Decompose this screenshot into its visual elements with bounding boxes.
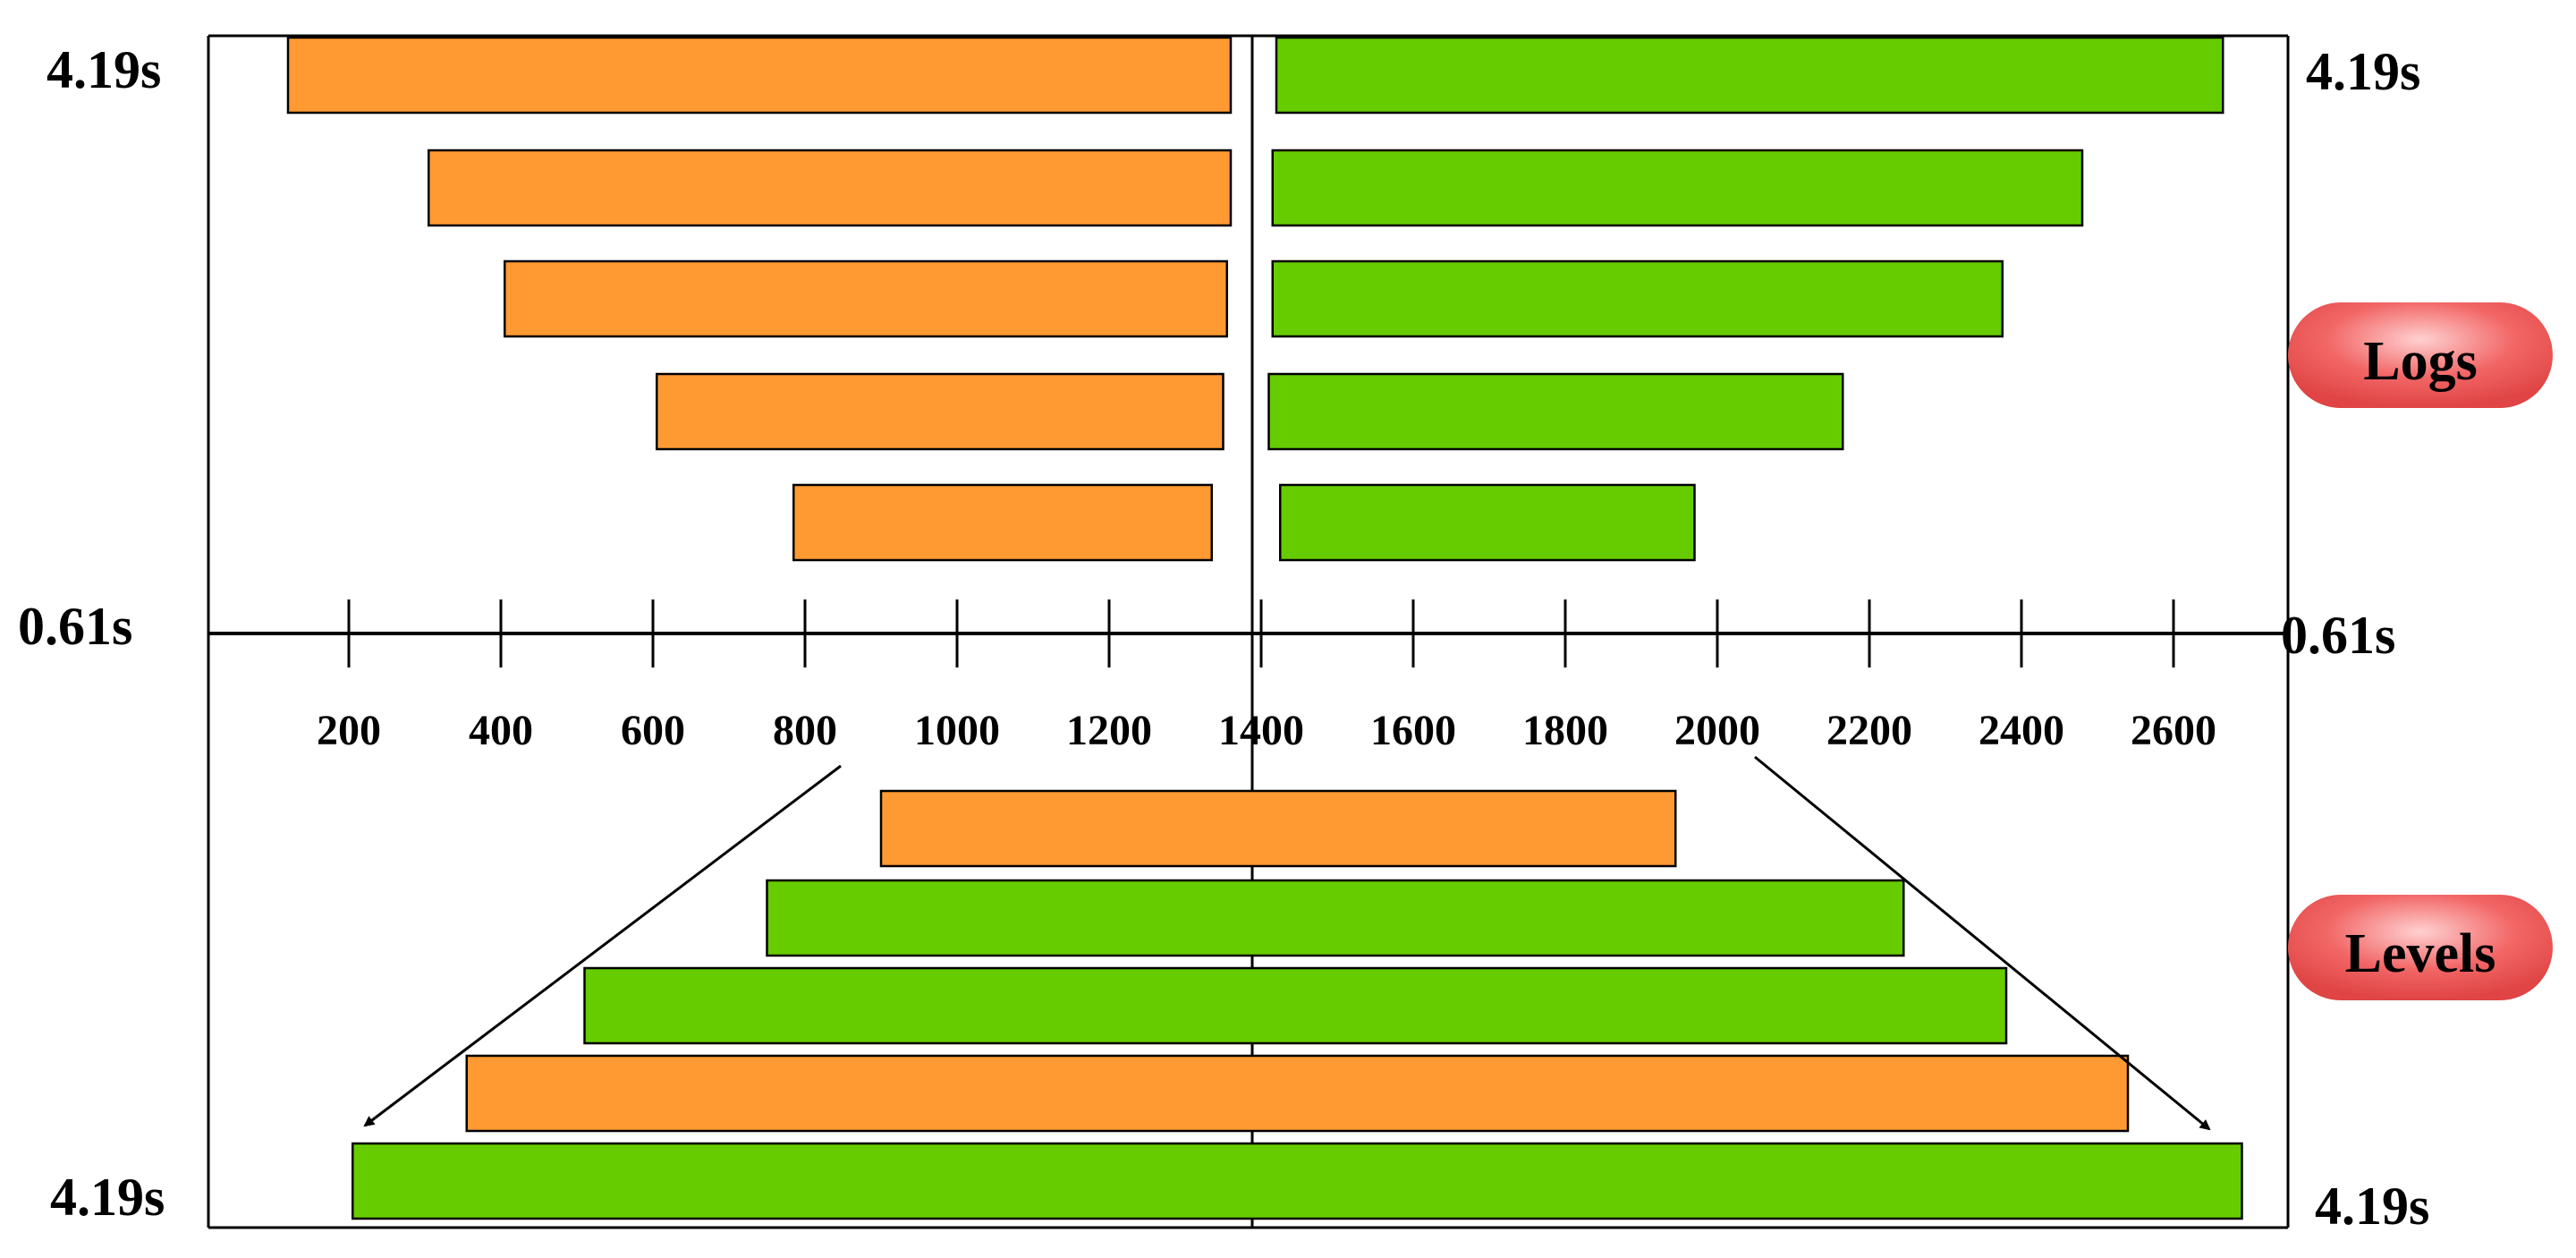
axis-ticks: 200 400 600 800 1000 1200 1400 1600 1800 2000 2200… (317, 599, 2216, 754)
logs-bar-left (286, 36, 1233, 115)
levels-badge-label: Levels (2345, 923, 2496, 984)
axis-tick-label: 2400 (1979, 707, 2064, 754)
logs-bar-right (1267, 372, 1844, 451)
axis-tick-label: 2600 (2131, 707, 2216, 754)
logs-bar-right (1279, 483, 1696, 562)
label-top-left: 4.19s (47, 40, 161, 99)
zoom-arrow-left (363, 764, 842, 1127)
logs-bar-right (1271, 149, 2084, 227)
logs-bar-right (1275, 36, 2224, 115)
label-bottom-left: 4.19s (50, 1168, 165, 1227)
levels-bar (583, 966, 2008, 1045)
label-mid-left: 0.61s (18, 597, 132, 656)
levels-bar (465, 1054, 2130, 1133)
axis-tick-label: 600 (621, 707, 685, 754)
logs-bar-left (428, 149, 1233, 227)
axis-tick-label: 1400 (1218, 707, 1304, 754)
label-mid-right: 0.61s (2281, 606, 2395, 665)
logs-bar-right (1271, 259, 2004, 338)
axis-tick-label: 400 (469, 707, 533, 754)
levels-bar (352, 1142, 2243, 1220)
levels-bar (879, 789, 1677, 868)
zoom-arrow-right (1754, 755, 2211, 1131)
axis-tick-label: 2200 (1826, 707, 1912, 754)
axis-tick-label: 1000 (914, 707, 1000, 754)
logs-bar-left (656, 372, 1224, 451)
label-bottom-right: 4.19s (2315, 1177, 2429, 1236)
axis-tick-label: 1200 (1066, 707, 1152, 754)
levels-bar (766, 879, 1905, 957)
axis-tick-label: 2000 (1674, 707, 1760, 754)
axis-tick-label: 800 (773, 707, 837, 754)
axis-tick-label: 1800 (1522, 707, 1608, 754)
logs-badge-label: Logs (2363, 331, 2477, 392)
axis-tick-label: 200 (317, 707, 381, 754)
logs-badge: Logs (2288, 302, 2553, 408)
axis-tick-label: 1600 (1370, 707, 1456, 754)
label-top-right: 4.19s (2306, 42, 2420, 101)
bar-group (286, 36, 2243, 1220)
levels-badge: Levels (2288, 895, 2553, 1000)
logs-bar-left (792, 483, 1213, 562)
logs-bar-left (504, 259, 1228, 338)
